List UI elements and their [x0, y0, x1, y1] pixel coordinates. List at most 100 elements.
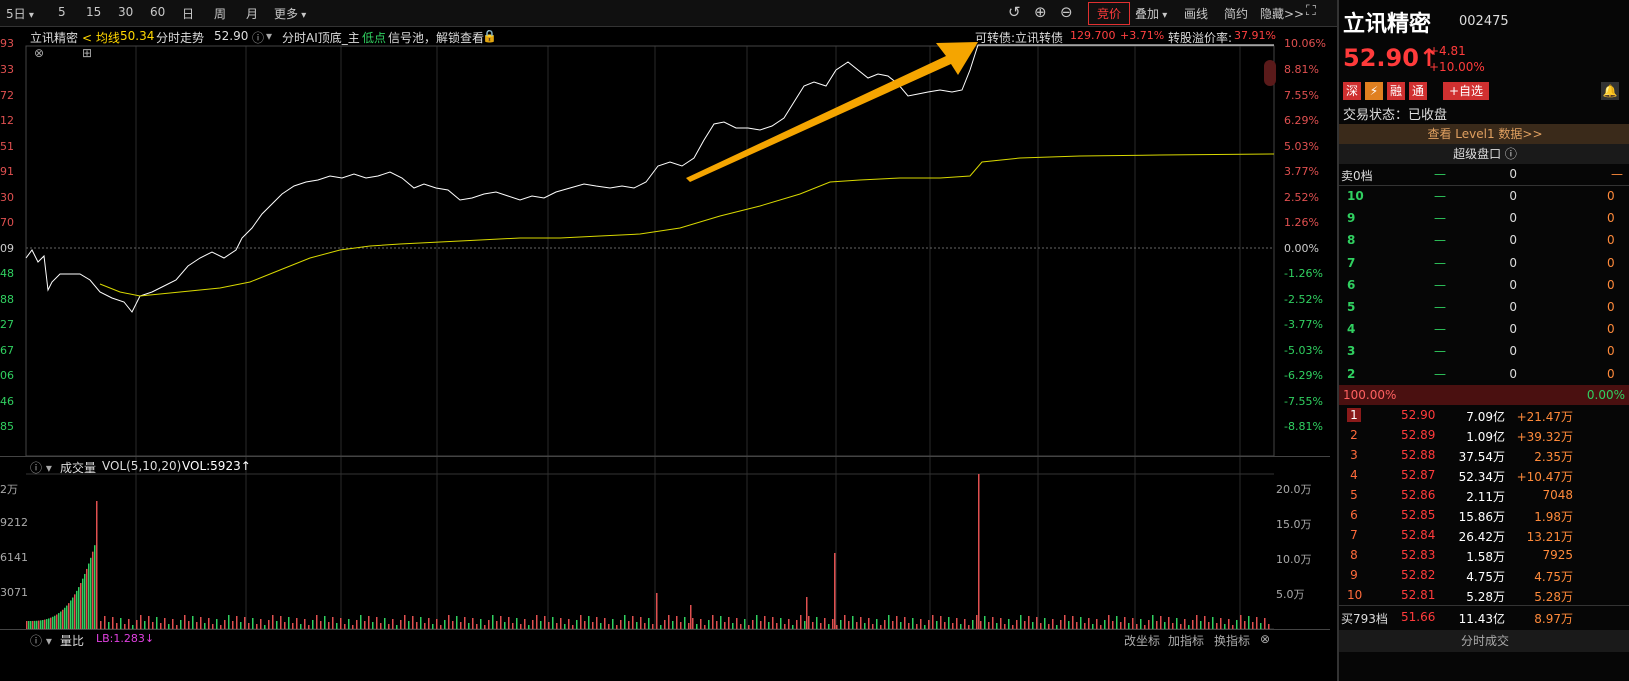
sell-row[interactable]: 9 — 0 0 [1339, 207, 1629, 229]
sell-price: 0 [1509, 255, 1517, 270]
sell-level: 3 [1347, 344, 1356, 359]
buy-row[interactable]: 9 52.82 4.75万 4.75万 [1339, 564, 1629, 586]
axis-tick: 3.77% [1284, 165, 1319, 178]
buy-row[interactable]: 4 52.87 52.34万 +10.47万 [1339, 464, 1629, 486]
draw-line-button[interactable]: 画线 [1184, 7, 1209, 21]
tag-flash[interactable]: ⚡ [1365, 82, 1383, 100]
sell-row[interactable]: 10 — 0 0 [1339, 185, 1629, 207]
panel-change: +4.81 [1429, 44, 1466, 58]
buy-level: 3 [1350, 448, 1358, 462]
close-indicator-icon[interactable]: ⊗ [1260, 632, 1271, 646]
sell-level: 4 [1347, 322, 1356, 337]
more-menu[interactable]: 更多 [274, 5, 306, 22]
buy-change: 7925 [1542, 548, 1573, 562]
period-60min[interactable]: 60 [150, 5, 166, 19]
lock-icon: 🔒 [482, 29, 497, 43]
alert-bell-icon[interactable]: 🔔 [1601, 82, 1619, 100]
vol-axis-tick: 20.0万 [1276, 483, 1312, 496]
premium-value: 37.91% [1234, 29, 1276, 42]
sell-row[interactable]: 3 — 0 0 [1339, 340, 1629, 362]
bond-label[interactable]: 可转债:立讯转债 [975, 31, 1064, 45]
axis-tick: 06 [0, 369, 14, 382]
buy-vol: 15.86万 [1458, 510, 1505, 524]
zoom-in-icon[interactable]: ⊕ [1034, 3, 1047, 21]
axis-tick: 33 [0, 63, 14, 76]
tag-connect[interactable]: 通 [1409, 82, 1427, 100]
sell-price: 0 [1509, 167, 1517, 181]
sell-row[interactable]: 5 — 0 0 [1339, 296, 1629, 318]
ratio-bar: 100.00% 0.00% [1339, 385, 1629, 405]
overlay-menu[interactable]: 叠加 [1135, 5, 1167, 22]
period-15min[interactable]: 15 [86, 5, 102, 19]
lb-title[interactable]: 量比 [60, 634, 85, 648]
tag-margin[interactable]: 融 [1387, 82, 1405, 100]
fullscreen-icon[interactable]: ⛶ [1306, 3, 1316, 19]
tag-shenzhen[interactable]: 深 [1343, 82, 1361, 100]
annotation-arrow [686, 42, 978, 182]
axis-tick: 1.26% [1284, 216, 1319, 229]
period-day[interactable]: 日 [182, 7, 195, 21]
buy-row[interactable]: 1 52.90 7.09亿 +21.47万 [1339, 404, 1629, 426]
panel-stock-name: 立讯精密 [1343, 12, 1432, 37]
sell-price: 0 [1509, 300, 1517, 314]
sell-vol: 0 [1607, 233, 1615, 248]
trade-status: 交易状态：已收盘 [1343, 108, 1448, 123]
dash: — [1434, 366, 1446, 381]
axis-tick: 5.03% [1284, 140, 1319, 153]
buy-row[interactable]: 2 52.89 1.09亿 +39.32万 [1339, 424, 1629, 446]
help-icon[interactable]: ⓘ [252, 31, 265, 45]
dash: — [1611, 167, 1623, 181]
ai-indicator[interactable]: 分时AI顶底_主 [282, 31, 360, 45]
sell-row[interactable]: 2 — 0 0 [1339, 363, 1629, 385]
period-5day[interactable]: 5日 [6, 5, 34, 22]
buy-row[interactable]: 10 52.81 5.28万 5.28万 [1339, 584, 1629, 606]
change-axis-button[interactable]: 改坐标 [1124, 634, 1161, 648]
sell-row[interactable]: 8 — 0 0 [1339, 229, 1629, 251]
buy-price: 52.81 [1401, 588, 1436, 602]
sell-level: 6 [1347, 277, 1356, 292]
period-month[interactable]: 月 [246, 7, 259, 21]
bond-change: +3.71% [1120, 29, 1165, 42]
axis-tick: 0.00% [1284, 242, 1319, 255]
switch-indicator-button[interactable]: 换指标 [1214, 634, 1251, 648]
auction-button[interactable]: 竞价 [1088, 2, 1131, 25]
dash: — [1434, 277, 1446, 292]
avg-line-value: 50.34 [120, 29, 155, 43]
period-5min[interactable]: 5 [58, 5, 66, 19]
buy-row[interactable]: 5 52.86 2.11万 7048 [1339, 484, 1629, 506]
level1-link[interactable]: 查看 Level1 数据>> [1339, 124, 1629, 144]
volume-ratio-header: ⓘ ▾ 量比 LB:1.283↓ 改坐标 加指标 换指标 ⊗ [0, 629, 1330, 648]
volume-params: VOL(5,10,20) [102, 459, 182, 473]
stock-name: 立讯精密 [30, 31, 79, 45]
super-quote-button[interactable]: 超级盘口 ⓘ [1339, 144, 1629, 164]
volume-title[interactable]: 成交量 [60, 461, 97, 475]
simple-button[interactable]: 简约 [1224, 7, 1249, 21]
sell-price: 0 [1509, 344, 1517, 359]
undo-icon[interactable]: ↺ [1008, 3, 1021, 21]
buy-row[interactable]: 3 52.88 37.54万 2.35万 [1339, 444, 1629, 466]
sell-row[interactable]: 6 — 0 0 [1339, 274, 1629, 296]
vol-axis-tick: 15.0万 [1276, 518, 1312, 531]
zoom-out-icon[interactable]: ⊖ [1060, 3, 1073, 21]
add-indicator-button[interactable]: 加指标 [1168, 634, 1205, 648]
vol-axis-tick: 6141 [0, 551, 28, 564]
sell-row[interactable]: 7 — 0 0 [1339, 252, 1629, 274]
buy-level: 5 [1350, 488, 1358, 502]
panel-stock-code: 002475 [1459, 14, 1509, 29]
buy-row[interactable]: 6 52.85 15.86万 1.98万 [1339, 504, 1629, 526]
buy-row[interactable]: 7 52.84 26.42万 13.21万 [1339, 524, 1629, 546]
dropdown-icon[interactable]: ▾ [266, 29, 273, 43]
sell-row[interactable]: 4 — 0 0 [1339, 318, 1629, 340]
lb-help-icon[interactable]: ⓘ ▾ [30, 634, 52, 648]
period-week[interactable]: 周 [214, 7, 227, 21]
signal-pool-link[interactable]: 信号池，解锁查看 [388, 31, 485, 45]
vol-help-icon[interactable]: ⓘ ▾ [30, 461, 52, 475]
period-30min[interactable]: 30 [118, 5, 134, 19]
hide-button[interactable]: 隐藏>> [1260, 7, 1305, 21]
premium-label: 转股溢价率: [1168, 31, 1233, 45]
add-watchlist-button[interactable]: +自选 [1443, 82, 1489, 100]
vol-axis-tick: 3071 [0, 586, 28, 599]
buy-row[interactable]: 8 52.83 1.58万 7925 [1339, 544, 1629, 566]
time-sales-button[interactable]: 分时成交 [1339, 630, 1629, 652]
avg-price-line [99, 153, 1275, 297]
